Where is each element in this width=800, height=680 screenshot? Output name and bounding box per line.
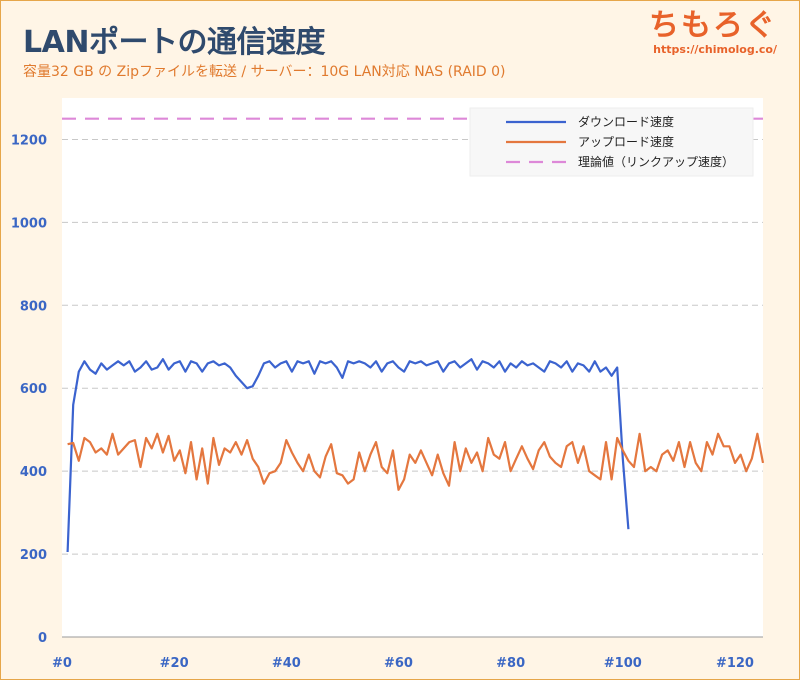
x-tick-label: #80 <box>496 656 525 671</box>
y-tick-label: 400 <box>20 465 47 480</box>
y-tick-label: 800 <box>20 299 47 314</box>
y-tick-label: 1000 <box>11 216 47 231</box>
legend-label: 理論値（リンクアップ速度） <box>578 154 734 169</box>
y-tick-label: 1200 <box>11 133 47 148</box>
y-tick-label: 600 <box>20 382 47 397</box>
x-tick-label: #40 <box>272 656 301 671</box>
x-tick-label: #20 <box>160 656 189 671</box>
plot-area <box>62 98 763 637</box>
series-line-download <box>66 358 630 553</box>
brand-logo: ちもろぐ https://chimolog.co/ <box>649 8 777 57</box>
chart-subtitle: 容量32 GB の Zipファイルを転送 / サーバー：10G LAN対応 NA… <box>23 64 506 80</box>
brand-name: ちもろぐ <box>649 8 777 43</box>
x-tick-label: #100 <box>604 656 642 671</box>
series-line-upload <box>67 432 765 491</box>
legend-label: アップロード速度 <box>578 134 674 149</box>
legend-label: ダウンロード速度 <box>578 114 674 129</box>
x-tick-label: #0 <box>52 656 72 671</box>
y-tick-label: 200 <box>20 548 47 563</box>
x-tick-label: #120 <box>716 656 754 671</box>
y-tick-label: 0 <box>38 631 47 646</box>
chart-title: LANポートの通信速度 <box>23 25 325 60</box>
brand-url: https://chimolog.co/ <box>653 43 777 56</box>
x-tick-label: #60 <box>384 656 413 671</box>
